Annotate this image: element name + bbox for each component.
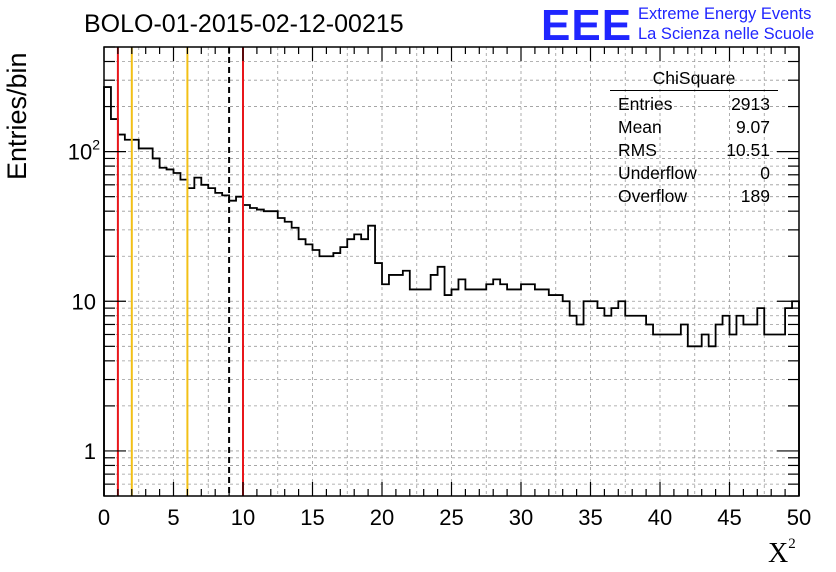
stats-title: ChiSquare: [610, 66, 778, 91]
x-tick-label: 40: [648, 505, 672, 530]
x-tick-label: 50: [787, 505, 811, 530]
x-tick-label: 30: [509, 505, 533, 530]
reference-lines: [116, 47, 244, 496]
stats-box: ChiSquare Entries 2913 Mean 9.07 RMS 10.…: [610, 66, 778, 208]
x-tick-label: 15: [300, 505, 324, 530]
x-tick-label: 10: [231, 505, 255, 530]
stats-row-rms: RMS 10.51: [610, 139, 778, 162]
x-tick-label: 35: [578, 505, 602, 530]
histogram-line: [103, 86, 800, 496]
stats-value: 0: [760, 163, 770, 183]
stats-value: 189: [740, 186, 770, 206]
x-tick-label: 20: [370, 505, 394, 530]
x-tick-label: 0: [98, 505, 110, 530]
stats-row-mean: Mean 9.07: [610, 116, 778, 139]
stats-label: Overflow: [618, 186, 688, 206]
y-tick-label: 10: [72, 289, 96, 314]
x-axis-label: X2: [768, 536, 796, 570]
eee-tagline-line2: La Scienza nelle Scuole: [638, 25, 815, 43]
stats-label: RMS: [618, 140, 657, 160]
eee-tagline-line1: Extreme Energy Events: [638, 5, 812, 23]
x-axis-label-text: X: [768, 538, 789, 569]
eee-tagline: Extreme Energy Events La Scienza nelle S…: [638, 4, 814, 44]
x-tick-label: 25: [439, 505, 463, 530]
eee-logo: EEE: [541, 1, 633, 50]
y-axis-label: Entries/bin: [2, 52, 32, 180]
stats-label: Entries: [618, 94, 673, 114]
stats-label: Underflow: [618, 163, 697, 183]
stats-row-entries: Entries 2913: [610, 93, 778, 116]
x-tick-label: 45: [717, 505, 741, 530]
x-axis-label-sup: 2: [788, 536, 796, 552]
stats-value: 2913: [731, 94, 770, 114]
y-tick-label-base: 10: [68, 140, 92, 165]
stats-row-overflow: Overflow 189: [610, 185, 778, 208]
chart-title: BOLO-01-2015-02-12-00215: [84, 10, 404, 38]
y-tick-label-sup: 2: [92, 137, 100, 153]
stats-row-underflow: Underflow 0: [610, 162, 778, 185]
x-tick-label: 5: [167, 505, 179, 530]
grid-lines: [104, 47, 799, 496]
plot-frame: [103, 46, 800, 497]
stats-value: 9.07: [735, 117, 770, 137]
histogram-series: [103, 86, 800, 496]
y-tick-label: 1: [84, 439, 96, 464]
stats-value: 10.51: [726, 140, 770, 160]
stats-label: Mean: [618, 117, 662, 137]
y-tick-label: 102: [68, 137, 100, 165]
